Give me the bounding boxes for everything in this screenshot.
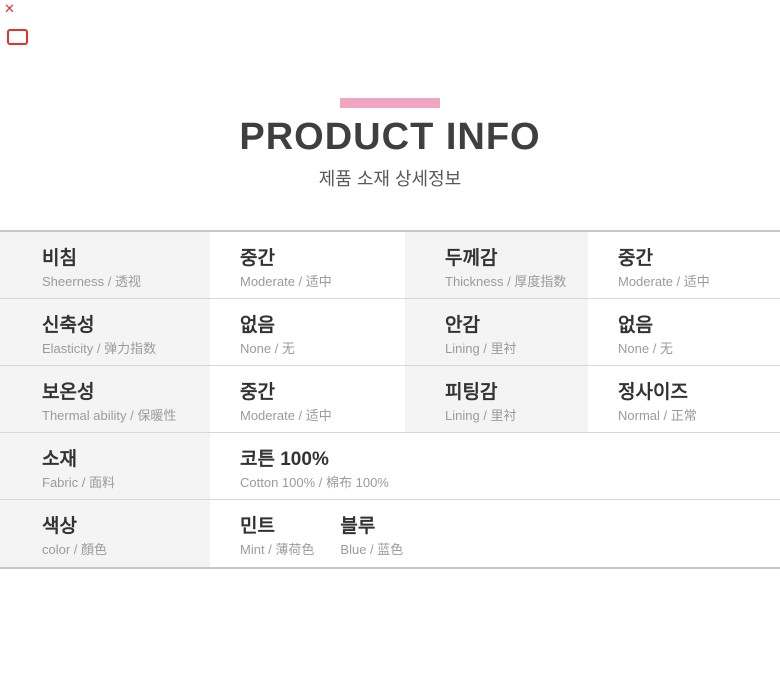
spec-value-translation: Blue / 蓝色 xyxy=(340,542,404,557)
spec-value-colors: 민트 Mint / 薄荷色 블루 Blue / 蓝色 xyxy=(210,500,780,567)
spec-value-translation: Moderate / 适中 xyxy=(240,274,332,289)
spec-label-korean: 안감 xyxy=(445,315,480,336)
spec-value-thickness: 중간 Moderate / 适中 xyxy=(588,232,780,298)
spec-label-sheerness: 비침 Sheerness / 透视 xyxy=(0,232,210,298)
spec-label-korean: 피팅감 xyxy=(445,382,498,403)
accent-bar xyxy=(340,98,440,108)
spec-value-translation: None / 无 xyxy=(618,341,673,356)
spec-label-lining: 안감 Lining / 里衬 xyxy=(405,299,588,365)
spec-value-elasticity: 없음 None / 无 xyxy=(210,299,405,365)
spec-label-translation: Thermal ability / 保暖性 xyxy=(42,408,177,423)
spec-value-korean: 블루 xyxy=(340,516,376,537)
broken-image-icon: ✕ xyxy=(4,1,15,16)
spec-value-translation: Cotton 100% / 棉布 100% xyxy=(240,475,389,490)
color-option-blue: 블루 Blue / 蓝色 xyxy=(340,515,403,567)
spec-label-korean: 신축성 xyxy=(42,315,95,336)
spec-label-thermal: 보온성 Thermal ability / 保暖性 xyxy=(0,366,210,432)
table-row-thermal-fitting: 보온성 Thermal ability / 保暖性 중간 Moderate / … xyxy=(0,366,780,433)
spec-value-translation: Normal / 正常 xyxy=(618,408,697,423)
spec-value-translation: Moderate / 适中 xyxy=(240,408,332,423)
spec-label-translation: Lining / 里衬 xyxy=(445,341,517,356)
spec-value-korean: 없음 xyxy=(618,315,653,336)
spec-value-korean: 중간 xyxy=(618,248,653,269)
spec-value-thermal: 중간 Moderate / 适中 xyxy=(210,366,405,432)
spec-label-translation: Sheerness / 透视 xyxy=(42,274,141,289)
table-row-sheerness-thickness: 비침 Sheerness / 透视 중간 Moderate / 适中 두께감 T… xyxy=(0,232,780,299)
table-row-elasticity-lining: 신축성 Elasticity / 弹力指数 없음 None / 无 안감 Lin… xyxy=(0,299,780,366)
spec-label-thickness: 두께감 Thickness / 厚度指数 xyxy=(405,232,588,298)
spec-label-korean: 소재 xyxy=(42,449,77,470)
spec-label-translation: Lining / 里衬 xyxy=(445,408,517,423)
spec-label-korean: 비침 xyxy=(42,248,77,269)
spec-value-korean: 코튼 100% xyxy=(240,449,329,470)
spec-label-color: 색상 color / 顏色 xyxy=(0,500,210,567)
spec-label-translation: Thickness / 厚度指数 xyxy=(445,274,567,289)
page-subtitle: 제품 소재 상세정보 xyxy=(318,169,462,189)
spec-label-korean: 색상 xyxy=(42,516,77,537)
table-row-color: 색상 color / 顏色 민트 Mint / 薄荷色 블루 Blue / 蓝色 xyxy=(0,500,780,567)
spec-table: 비침 Sheerness / 透视 중간 Moderate / 适中 두께감 T… xyxy=(0,230,780,569)
spec-label-korean: 보온성 xyxy=(42,382,95,403)
color-option-mint: 민트 Mint / 薄荷色 xyxy=(240,515,314,567)
spec-value-korean: 정사이즈 xyxy=(618,382,688,403)
spec-value-korean: 중간 xyxy=(240,248,275,269)
spec-value-korean: 중간 xyxy=(240,382,275,403)
spec-label-translation: color / 顏色 xyxy=(42,542,108,557)
page-title: PRODUCT INFO xyxy=(239,116,541,158)
spec-value-fabric: 코튼 100% Cotton 100% / 棉布 100% xyxy=(210,433,780,499)
spec-value-sheerness: 중간 Moderate / 适中 xyxy=(210,232,405,298)
spec-label-fabric: 소재 Fabric / 面料 xyxy=(0,433,210,499)
spec-value-translation: None / 无 xyxy=(240,341,295,356)
spec-value-korean: 없음 xyxy=(240,315,275,336)
table-row-fabric: 소재 Fabric / 面料 코튼 100% Cotton 100% / 棉布 … xyxy=(0,433,780,500)
spec-value-lining: 없음 None / 无 xyxy=(588,299,780,365)
broken-image-placeholder-icon xyxy=(7,29,28,45)
spec-label-translation: Elasticity / 弹力指数 xyxy=(42,341,157,356)
spec-label-korean: 두께감 xyxy=(445,248,498,269)
spec-value-translation: Mint / 薄荷色 xyxy=(240,542,315,557)
spec-label-translation: Fabric / 面料 xyxy=(42,475,115,490)
spec-label-elasticity: 신축성 Elasticity / 弹力指数 xyxy=(0,299,210,365)
spec-value-fitting: 정사이즈 Normal / 正常 xyxy=(588,366,780,432)
spec-value-translation: Moderate / 适中 xyxy=(618,274,710,289)
spec-value-korean: 민트 xyxy=(240,516,275,537)
spec-label-fitting: 피팅감 Lining / 里衬 xyxy=(405,366,588,432)
